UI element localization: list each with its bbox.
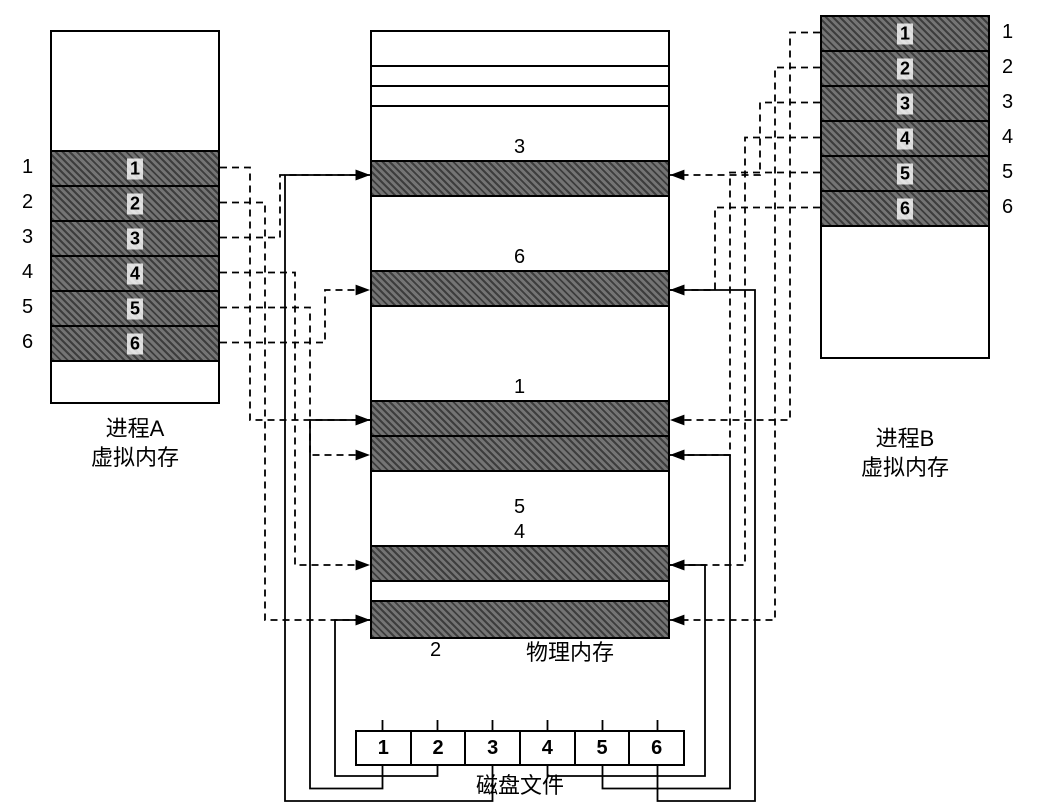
phys-cell-1 — [372, 67, 668, 87]
proc-a-page-1: 1 — [52, 152, 218, 187]
proc-b-num-4: 4 — [1002, 126, 1013, 149]
disk-cell-5: 5 — [576, 732, 631, 764]
proc-b-page-1: 1 — [822, 17, 988, 52]
proc-b-num-3: 3 — [1002, 91, 1013, 114]
phys-cell-6 — [372, 272, 668, 307]
proc-b-page-4: 4 — [822, 122, 988, 157]
disk-file: 123456 — [355, 730, 685, 766]
proc-b-page-3: 3 — [822, 87, 988, 122]
phys-label-5: 5 — [514, 496, 525, 519]
proc-b-num-5: 5 — [1002, 161, 1013, 184]
proc-a-page-4: 4 — [52, 257, 218, 292]
proc-a-num-4: 4 — [22, 261, 33, 284]
disk-cell-4: 4 — [521, 732, 576, 764]
disk-cell-1: 1 — [357, 732, 412, 764]
disk-cell-3: 3 — [466, 732, 521, 764]
proc-b-blank-bottom — [822, 227, 988, 357]
process-a-caption: 进程A 虚拟内存 — [50, 415, 220, 472]
proc-b-page-5: 5 — [822, 157, 988, 192]
disk-cell-2: 2 — [412, 732, 467, 764]
disk-file-caption: 磁盘文件 — [355, 772, 685, 801]
phys-cell-9 — [372, 437, 668, 472]
phys-label-2: 2 — [430, 639, 441, 662]
phys-cell-12 — [372, 582, 668, 602]
virtual-memory-label-a: 虚拟内存 — [91, 445, 179, 470]
proc-a-num-6: 6 — [22, 331, 33, 354]
phys-cell-0 — [372, 32, 668, 67]
phys-label-6: 6 — [514, 246, 525, 269]
process-b-virtual-memory: 123456 — [820, 15, 990, 359]
proc-a-blank-top — [52, 32, 218, 152]
disk-file-label: 磁盘文件 — [476, 773, 564, 798]
proc-a-num-1: 1 — [22, 156, 33, 179]
proc-a-page-6: 6 — [52, 327, 218, 362]
phys-label-4: 4 — [514, 521, 525, 544]
physical-memory-label: 物理内存 — [526, 640, 614, 665]
proc-b-num-1: 1 — [1002, 21, 1013, 44]
proc-a-page-5: 5 — [52, 292, 218, 327]
phys-label-3: 3 — [514, 136, 525, 159]
process-b-label: 进程B — [876, 426, 935, 451]
phys-cell-11 — [372, 547, 668, 582]
virtual-memory-label-b: 虚拟内存 — [861, 455, 949, 480]
phys-cell-13 — [372, 602, 668, 637]
physical-memory-caption: 物理内存 — [470, 639, 670, 668]
proc-a-num-5: 5 — [22, 296, 33, 319]
proc-b-num-2: 2 — [1002, 56, 1013, 79]
proc-a-num-2: 2 — [22, 191, 33, 214]
phys-cell-4 — [372, 162, 668, 197]
physical-memory — [370, 30, 670, 639]
proc-b-page-6: 6 — [822, 192, 988, 227]
disk-cell-6: 6 — [630, 732, 683, 764]
process-a-virtual-memory: 123456 — [50, 30, 220, 404]
proc-b-page-2: 2 — [822, 52, 988, 87]
proc-a-blank-bottom — [52, 362, 218, 402]
proc-a-page-2: 2 — [52, 187, 218, 222]
proc-a-num-3: 3 — [22, 226, 33, 249]
proc-b-num-6: 6 — [1002, 196, 1013, 219]
phys-cell-8 — [372, 402, 668, 437]
phys-cell-2 — [372, 87, 668, 107]
proc-a-page-3: 3 — [52, 222, 218, 257]
phys-label-1: 1 — [514, 376, 525, 399]
process-b-caption: 进程B 虚拟内存 — [820, 425, 990, 482]
process-a-label: 进程A — [106, 416, 165, 441]
